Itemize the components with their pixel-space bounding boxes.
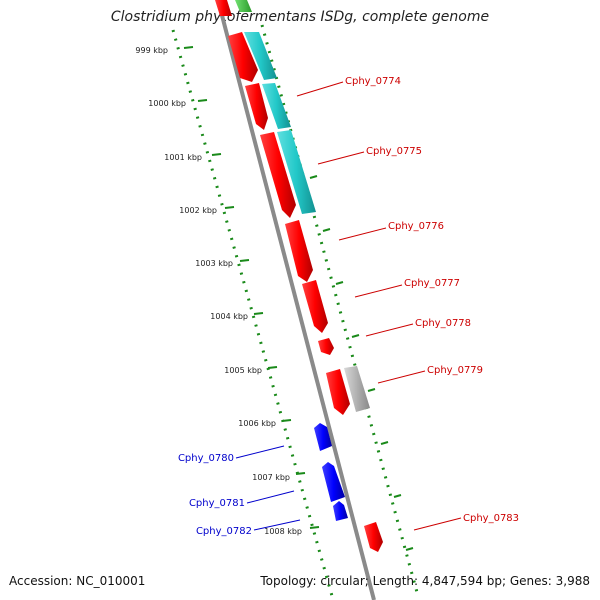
gene-label-cphy-0783[interactable]: Cphy_0783	[463, 513, 519, 524]
scale-tick	[367, 388, 376, 392]
scale-tick	[351, 334, 360, 338]
gene-labels: Cphy_0774 Cphy_0775 Cphy_0776 Cphy_0777 …	[178, 76, 519, 537]
gene-label-cphy-0776[interactable]: Cphy_0776	[388, 221, 444, 232]
gene-arrow-cphy-0774	[228, 32, 258, 82]
label-leader-lines	[235, 81, 462, 531]
scale-label: 1007 kbp	[252, 473, 290, 482]
scale-label: 1005 kbp	[224, 366, 262, 375]
leader-line-cphy-0783	[413, 517, 462, 531]
scale-labels: 999 kbp 1000 kbp 1001 kbp 1002 kbp 1003 …	[135, 46, 302, 536]
gene-label-cphy-0777[interactable]: Cphy_0777	[404, 278, 460, 289]
gene-arrow-cphy-0779	[318, 338, 334, 355]
cyan-feature	[277, 130, 316, 214]
gene-arrow-cphy-0780	[314, 423, 332, 451]
genome-summary-text: Topology: circular; Length: 4,847,594 bp…	[260, 574, 590, 588]
gene-arrow-cphy-0782	[333, 501, 348, 521]
scale-tick	[309, 526, 320, 529]
gene-arrow-cphy-0783	[364, 522, 383, 552]
leader-line-cphy-0780	[235, 445, 285, 459]
gene-arrow-partial	[215, 0, 232, 16]
leader-line-cphy-0778	[365, 323, 414, 337]
leader-line-cphy-0774	[296, 81, 344, 97]
inner-ruler-track	[171, 29, 334, 597]
scale-label: 1006 kbp	[238, 419, 276, 428]
scale-tick	[380, 441, 389, 445]
gene-label-cphy-0780[interactable]: Cphy_0780	[178, 453, 234, 464]
gene-label-cphy-0781[interactable]: Cphy_0781	[189, 498, 245, 509]
cyan-feature	[244, 32, 277, 80]
scale-tick	[197, 99, 208, 102]
gene-arrow-cphy-0778	[302, 280, 328, 333]
leader-line-cphy-0776	[338, 227, 387, 241]
scale-label: 1001 kbp	[164, 153, 202, 162]
leader-line-cphy-0782	[253, 519, 301, 531]
genome-backbone	[216, 0, 376, 600]
gene-arrow-cphy-0776	[260, 132, 296, 218]
scale-tick	[211, 153, 222, 156]
gene-label-cphy-0775[interactable]: Cphy_0775	[366, 146, 422, 157]
gene-label-cphy-0774[interactable]: Cphy_0774	[345, 76, 401, 87]
gene-arrow-cphy-0779b	[326, 369, 350, 415]
map-title: Clostridium phytofermentans ISDg, comple…	[110, 9, 490, 25]
scale-tick	[253, 312, 264, 315]
scale-label: 1000 kbp	[148, 99, 186, 108]
leader-line-cphy-0781	[246, 490, 295, 504]
scale-tick	[281, 419, 292, 422]
leader-line-cphy-0779	[377, 370, 426, 384]
scale-tick	[239, 259, 250, 262]
gene-arrow-cphy-0775	[245, 83, 268, 130]
scale-tick	[393, 494, 402, 498]
gray-feature	[344, 366, 370, 412]
gene-label-cphy-0778[interactable]: Cphy_0778	[415, 318, 471, 329]
scale-tick	[405, 547, 414, 551]
green-feature-partial	[235, 0, 252, 12]
scale-tick	[335, 281, 344, 285]
leader-line-cphy-0775	[317, 151, 365, 165]
scale-tick	[309, 175, 318, 179]
gene-arrow-cphy-0777	[285, 220, 313, 282]
leader-line-cphy-0777	[354, 284, 403, 298]
scale-label: 1008 kbp	[264, 527, 302, 536]
scale-label: 1004 kbp	[210, 312, 248, 321]
scale-tick	[267, 366, 278, 369]
scale-tick	[224, 206, 235, 209]
scale-label: 1002 kbp	[179, 206, 217, 215]
scale-ticks	[183, 46, 320, 529]
scale-label: 1003 kbp	[195, 259, 233, 268]
gene-label-cphy-0779[interactable]: Cphy_0779	[427, 365, 483, 376]
gene-arrow-cphy-0781	[322, 462, 345, 502]
scale-tick	[183, 46, 194, 49]
scale-tick	[295, 472, 306, 475]
accession-text: Accession: NC_010001	[9, 574, 146, 588]
cyan-feature	[262, 83, 291, 129]
scale-label: 999 kbp	[135, 46, 168, 55]
scale-tick	[322, 228, 331, 232]
gene-label-cphy-0782[interactable]: Cphy_0782	[196, 526, 252, 537]
